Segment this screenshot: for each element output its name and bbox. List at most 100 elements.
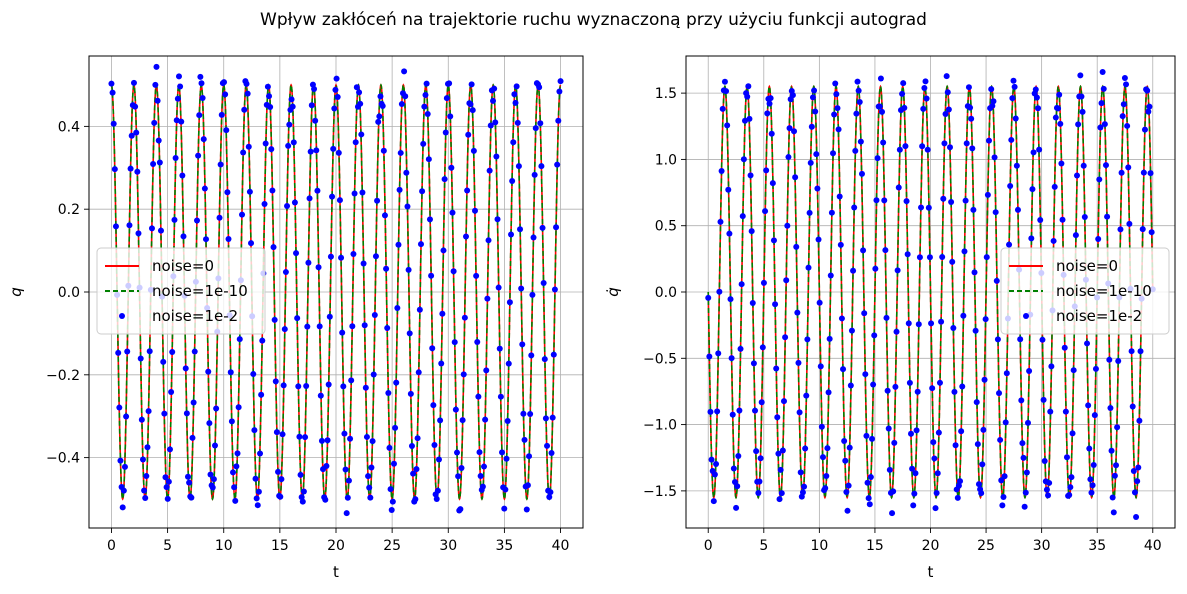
data-point — [873, 197, 880, 204]
data-point — [1074, 172, 1081, 179]
data-point — [883, 314, 890, 321]
data-point — [902, 143, 909, 150]
data-point — [473, 272, 480, 279]
data-point — [796, 409, 803, 416]
data-point — [1006, 241, 1013, 248]
legend: noise=0 noise=1e-10 noise=1e-2 — [1000, 247, 1170, 335]
data-point — [710, 498, 717, 505]
data-point — [1135, 464, 1142, 471]
data-point — [223, 127, 230, 134]
data-point — [225, 236, 232, 243]
data-point — [906, 379, 913, 386]
data-point — [1111, 472, 1118, 479]
data-point — [1075, 121, 1082, 128]
data-point — [506, 299, 513, 306]
data-point — [143, 473, 150, 480]
data-point — [715, 350, 722, 357]
data-point — [786, 125, 793, 132]
data-point — [448, 164, 455, 171]
data-point — [196, 112, 203, 119]
data-point — [719, 105, 726, 112]
data-point — [997, 436, 1004, 443]
data-point — [1050, 237, 1057, 244]
data-point — [155, 137, 162, 144]
data-point — [392, 424, 399, 431]
data-point — [437, 417, 444, 424]
data-point — [109, 89, 116, 96]
data-point — [152, 81, 159, 88]
data-point — [341, 430, 348, 437]
data-point — [960, 312, 967, 319]
data-point — [212, 442, 218, 449]
data-point — [231, 484, 238, 491]
data-point — [1126, 220, 1133, 227]
data-point — [901, 104, 908, 111]
x-tick-label: 10 — [215, 538, 233, 554]
data-point — [959, 383, 966, 390]
data-point — [342, 466, 349, 473]
data-point — [936, 379, 943, 386]
data-point — [127, 165, 134, 172]
data-point — [984, 191, 991, 198]
data-point — [1056, 91, 1063, 98]
data-point — [508, 231, 515, 238]
data-point — [351, 190, 358, 197]
data-point — [325, 381, 332, 388]
series-line-noise-1e-10 — [707, 84, 1154, 500]
data-point — [442, 129, 449, 136]
data-point — [154, 97, 161, 104]
data-point — [228, 418, 235, 425]
data-point — [517, 226, 524, 233]
data-point — [352, 139, 359, 146]
data-point — [344, 494, 351, 501]
data-point — [556, 88, 563, 95]
data-point — [1131, 489, 1138, 496]
data-point — [428, 272, 435, 279]
data-point — [369, 438, 376, 445]
y-tick-label: 1.0 — [655, 152, 677, 168]
data-point — [108, 80, 115, 87]
data-point — [452, 406, 459, 413]
data-point — [1061, 344, 1068, 351]
data-point — [307, 148, 314, 155]
data-point — [151, 119, 158, 126]
data-point — [814, 185, 821, 192]
data-point — [1069, 430, 1076, 437]
data-point — [371, 312, 378, 318]
data-point — [1128, 348, 1135, 355]
data-point — [435, 456, 442, 463]
data-point — [467, 101, 474, 108]
data-point — [339, 329, 346, 336]
data-point — [836, 193, 843, 200]
data-point — [818, 423, 825, 430]
data-point — [876, 103, 883, 110]
y-tick-label: 0.0 — [655, 285, 677, 301]
data-point — [929, 385, 936, 392]
data-point — [266, 93, 273, 100]
data-point — [870, 381, 877, 388]
data-point — [813, 151, 820, 158]
data-point — [289, 103, 296, 110]
data-point — [1002, 419, 1009, 426]
data-point — [133, 129, 140, 136]
data-point — [538, 163, 545, 170]
data-point — [222, 91, 229, 98]
data-point — [825, 389, 832, 396]
data-point — [130, 79, 137, 86]
data-point — [1026, 368, 1033, 375]
data-point — [490, 97, 497, 104]
data-point — [175, 73, 182, 80]
data-point — [174, 95, 181, 102]
data-point — [847, 382, 854, 389]
data-point — [759, 344, 766, 351]
data-point — [1133, 514, 1140, 521]
data-point — [536, 84, 543, 91]
data-point — [990, 98, 997, 105]
data-point — [475, 393, 482, 400]
data-point — [313, 147, 320, 154]
data-point — [359, 189, 366, 196]
data-point — [182, 365, 189, 372]
data-point — [1102, 162, 1109, 169]
data-point — [279, 431, 286, 438]
